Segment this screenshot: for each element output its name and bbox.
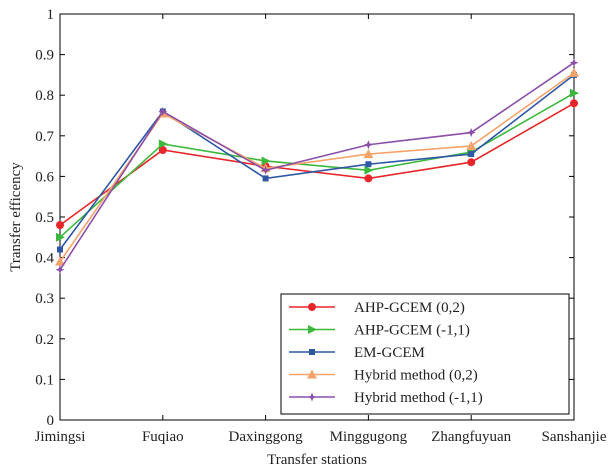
data-point: [261, 165, 271, 175]
legend-item: AHP-GCEM (-1,1): [289, 323, 470, 339]
data-point: [364, 165, 374, 175]
legend-box: [280, 293, 570, 415]
y-tick-label: 0: [47, 413, 55, 429]
legend-item: Hybrid method (0,2): [289, 368, 478, 384]
data-point: [56, 221, 64, 230]
x-axis-title: Transfer stations: [267, 452, 367, 468]
y-axis: 0 0.1 0.2 0.3 0.4 0.5 0.6 0.7 0.8 0.9 1: [35, 7, 574, 429]
y-tick-label: 0.1: [35, 372, 54, 388]
data-point: [158, 146, 167, 155]
data-point: [158, 139, 168, 149]
x-tick-label: Minggugong: [330, 429, 408, 445]
x-tick-label: Fuqiao: [142, 429, 184, 445]
legend-label: Hybrid method (0,2): [354, 368, 478, 384]
series-0: [56, 99, 578, 230]
legend-marker: [308, 325, 317, 334]
legend-item: Hybrid method (-1,1): [289, 390, 483, 406]
legend-item: AHP-GCEM (0,2): [289, 300, 465, 316]
legend-label: AHP-GCEM (0,2): [354, 300, 465, 316]
data-point: [55, 256, 65, 266]
y-tick-label: 0.2: [35, 332, 54, 348]
legend-marker: [307, 369, 317, 379]
data-point: [158, 106, 168, 116]
legend-item: EM-GCEM: [289, 345, 425, 361]
data-point: [570, 88, 579, 98]
data-point: [364, 174, 373, 183]
series-1: [56, 88, 579, 242]
x-tick-label: Zhangfuyuan: [431, 429, 511, 445]
y-axis-title: Transfer efficency: [8, 162, 24, 272]
y-tick-label: 1: [47, 7, 55, 23]
y-tick-label: 0.6: [35, 169, 54, 185]
series-line: [59, 102, 575, 226]
data-point: [570, 99, 578, 108]
data-point: [57, 246, 63, 253]
y-tick-label: 0.5: [35, 210, 54, 226]
data-point: [56, 232, 65, 242]
y-tick-label: 0.8: [35, 88, 54, 104]
data-point: [466, 140, 477, 150]
data-point: [466, 128, 476, 138]
legend: AHP-GCEM (0,2) AHP-GCEM (-1,1) EM-GCEM Hybr…: [280, 293, 570, 415]
series-line: [59, 62, 575, 271]
y-tick-label: 0.3: [35, 291, 54, 307]
legend-label: EM-GCEM: [354, 345, 425, 361]
data-point: [467, 158, 476, 167]
series-line: [59, 74, 575, 250]
legend-label: AHP-GCEM (-1,1): [354, 323, 470, 339]
series-group: [55, 58, 579, 275]
series-4: [55, 58, 579, 275]
data-point: [363, 140, 373, 150]
x-tick-label: Sanshanjie: [542, 429, 607, 445]
y-tick-label: 0.7: [35, 129, 54, 145]
series-line: [59, 92, 575, 238]
x-tick-label: Jimingsi: [35, 429, 86, 445]
x-tick-label: Daxinggong: [229, 429, 304, 445]
data-point: [363, 149, 374, 159]
x-axis: Jimingsi Fuqiao Daxinggong Minggugong Zhangf…: [35, 14, 607, 445]
legend-label: Hybrid method (-1,1): [354, 390, 483, 406]
legend-marker: [309, 349, 315, 355]
data-point: [468, 151, 475, 158]
data-point: [262, 175, 269, 182]
data-point: [569, 58, 579, 68]
data-point: [261, 156, 271, 166]
y-tick-label: 0.4: [35, 251, 54, 267]
data-point: [55, 265, 65, 275]
data-point: [569, 67, 579, 77]
y-tick-label: 0.9: [35, 48, 54, 64]
legend-marker: [308, 303, 316, 311]
legend-marker: [307, 392, 317, 402]
data-point: [365, 161, 372, 168]
